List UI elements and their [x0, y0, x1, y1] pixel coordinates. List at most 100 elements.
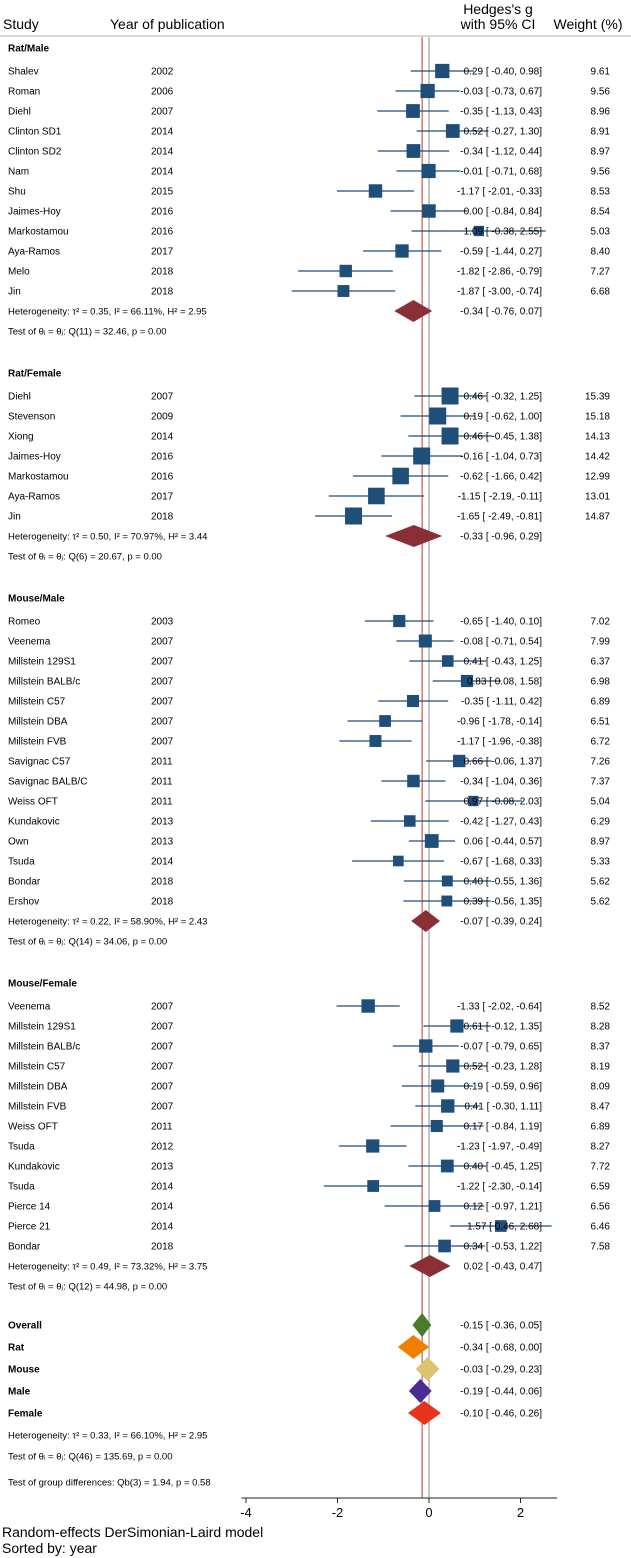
study-name: Millstein C57 — [8, 697, 66, 708]
effect-box — [419, 1039, 433, 1053]
effect-box — [392, 467, 409, 485]
study-name: Shalev — [8, 67, 39, 78]
effect-box — [413, 447, 431, 465]
effect-ci-text: 0.46 [ -0.32, 1.25] — [464, 392, 543, 403]
weight-value: 6.68 — [591, 287, 611, 298]
study-year: 2015 — [151, 187, 174, 198]
study-name: Own — [8, 837, 29, 848]
effect-box — [431, 1079, 445, 1093]
effect-box — [393, 614, 406, 628]
study-year: 2016 — [151, 207, 174, 218]
study-name: Tsuda — [8, 1182, 35, 1193]
weight-value: 5.33 — [591, 857, 611, 868]
weight-value: 8.47 — [591, 1102, 611, 1113]
study-year: 2011 — [151, 777, 173, 788]
effect-box — [452, 754, 466, 768]
effect-box — [441, 895, 453, 907]
study-name: Millstein BALB/c — [8, 677, 80, 688]
overall-diamond — [397, 1335, 429, 1359]
study-year: 2011 — [151, 757, 173, 768]
effect-box — [369, 735, 382, 747]
study-year: 2014 — [151, 432, 174, 443]
study-year: 2018 — [151, 267, 174, 278]
study-name: Millstein DBA — [8, 1082, 68, 1093]
study-year: 2007 — [151, 392, 174, 403]
sort-note: Sorted by: year — [2, 1540, 97, 1556]
heterogeneity-text: Heterogeneity: τ² = 0.22, I² = 58.90%, H… — [8, 917, 207, 928]
weight-value: 14.42 — [585, 452, 610, 463]
study-year: 2014 — [151, 167, 174, 178]
study-name: Pierce 21 — [8, 1222, 51, 1233]
effect-ci-text: 0.19 [ -0.62, 1.00] — [464, 412, 543, 423]
overall-label: Rat — [8, 1343, 25, 1354]
study-year: 2016 — [151, 452, 174, 463]
effect-ci-text: 0.46 [ -0.45, 1.38] — [464, 432, 543, 443]
overall-diamond — [408, 1401, 441, 1425]
effect-box — [441, 427, 459, 445]
study-name: Bondar — [8, 877, 41, 888]
study-year: 2018 — [151, 877, 174, 888]
weight-value: 6.46 — [591, 1222, 611, 1233]
x-tick-label: -2 — [332, 1505, 344, 1520]
effect-ci-text: -0.03 [ -0.73, 0.67] — [460, 87, 542, 98]
weight-value: 5.62 — [591, 877, 611, 888]
study-year: 2007 — [151, 637, 174, 648]
weight-value: 9.56 — [591, 167, 611, 178]
study-year: 2007 — [151, 1102, 174, 1113]
plot-header: Study Year of publication Hedges's g wit… — [0, 1, 631, 37]
weight-value: 7.27 — [591, 267, 611, 278]
effect-box — [441, 875, 453, 887]
subgroup-diamond — [411, 910, 440, 932]
effect-ci-text: 0.61 [ -0.12, 1.35] — [464, 1022, 543, 1033]
study-year: 2018 — [151, 1242, 174, 1253]
heterogeneity-text: Heterogeneity: τ² = 0.50, I² = 70.97%, H… — [8, 532, 207, 543]
reference-lines — [421, 37, 430, 1498]
effect-ci-text: -1.17 [ -2.01, -0.33] — [457, 187, 542, 198]
effect-box — [367, 1180, 380, 1192]
effect-ci-text: 0.40 [ -0.45, 1.25] — [464, 1162, 543, 1173]
effect-box — [420, 83, 435, 99]
study-year: 2017 — [151, 247, 174, 258]
homogeneity-test-text: Test of θᵢ = θⱼ: Q(14) = 34.06, p = 0.00 — [8, 937, 167, 948]
header-weight: Weight (%) — [554, 16, 623, 32]
group-difference-text: Test of group differences: Qb(3) = 1.94,… — [8, 1478, 211, 1489]
effect-ci-text: -0.08 [ -0.71, 0.54] — [460, 637, 542, 648]
study-year: 2002 — [151, 67, 174, 78]
overall-ci-text: -0.03 [ -0.29, 0.23] — [460, 1365, 542, 1376]
effect-box — [430, 1119, 443, 1133]
weight-value: 7.99 — [591, 637, 611, 648]
x-tick-label: -4 — [240, 1505, 252, 1520]
overall-test-text: Test of θᵢ = θⱼ: Q(46) = 135.69, p = 0.0… — [8, 1452, 173, 1463]
study-name: Veenema — [8, 637, 51, 648]
homogeneity-test-text: Test of θᵢ = θⱼ: Q(12) = 44.98, p = 0.00 — [8, 1282, 167, 1293]
effect-box — [438, 1239, 451, 1253]
header-study: Study — [3, 16, 39, 32]
group-title: Rat/Male — [8, 44, 50, 55]
weight-value: 5.62 — [591, 897, 611, 908]
effect-ci-text: 0.40 [ -0.55, 1.36] — [464, 877, 543, 888]
effect-box — [494, 1220, 507, 1232]
weight-value: 8.40 — [591, 247, 611, 258]
effect-box — [422, 204, 436, 218]
weight-value: 14.87 — [585, 512, 610, 523]
overall-diamond — [408, 1379, 432, 1403]
weight-value: 6.59 — [591, 1182, 611, 1193]
effect-box — [366, 1139, 380, 1153]
study-name: Melo — [8, 267, 30, 278]
effect-box — [379, 715, 391, 727]
study-year: 2011 — [151, 797, 173, 808]
overall-ci-text: -0.10 [ -0.46, 0.26] — [460, 1409, 542, 1420]
weight-value: 6.72 — [591, 737, 611, 748]
weight-value: 6.98 — [591, 677, 611, 688]
effect-ci-text: -0.35 [ -1.13, 0.43] — [460, 107, 542, 118]
study-name: Weiss OFT — [8, 797, 58, 808]
header-year: Year of publication — [110, 16, 225, 32]
effect-ci-text: 0.97 [ -0.08, 2.03] — [464, 797, 543, 808]
effect-ci-text: 0.00 [ -0.84, 0.84] — [464, 207, 543, 218]
study-year: 2007 — [151, 697, 174, 708]
effect-ci-text: 0.52 [ -0.27, 1.30] — [464, 127, 543, 138]
weight-value: 8.09 — [591, 1082, 611, 1093]
weight-value: 8.37 — [591, 1042, 611, 1053]
effect-box — [406, 144, 421, 158]
overall-label: Female — [8, 1409, 43, 1420]
